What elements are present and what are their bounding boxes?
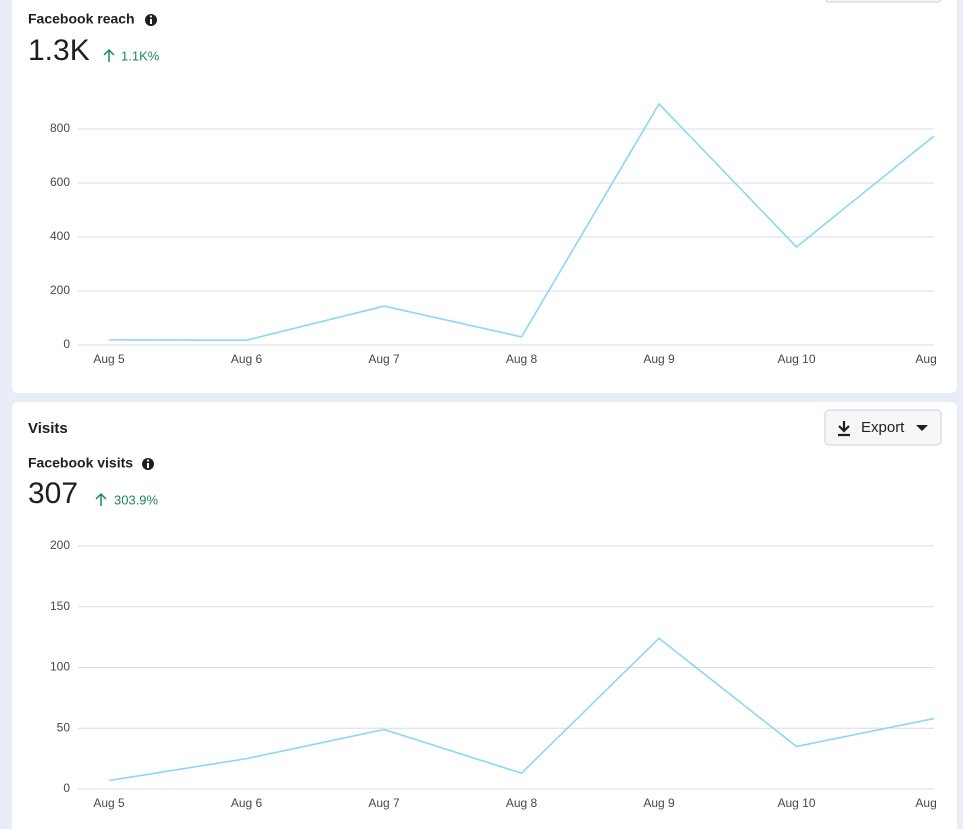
y-tick-label: 600 (50, 175, 70, 189)
metric-change: 1.1K% (121, 48, 160, 63)
x-tick-label: Aug 10 (777, 796, 815, 810)
x-tick-label: Aug 11 (915, 352, 952, 366)
y-tick-label: 400 (50, 229, 70, 243)
metric-value: 307 (28, 477, 78, 510)
export-button[interactable] (824, 0, 942, 3)
data-line (108, 637, 935, 782)
y-tick-label: 100 (50, 660, 70, 674)
x-tick-label: Aug 9 (643, 352, 675, 366)
info-icon (145, 14, 157, 26)
x-tick-label: Aug 7 (368, 796, 400, 810)
up-arrow (103, 48, 115, 62)
metric-change: 303.9% (114, 492, 159, 507)
reach-card (12, 0, 957, 393)
x-tick-label: Aug 6 (231, 796, 263, 810)
section-title: Visits (28, 420, 68, 437)
x-tick-label: Aug 11 (915, 796, 952, 810)
export-button[interactable]: Export (824, 409, 942, 446)
y-tick-label: 800 (50, 121, 70, 135)
data-line (108, 102, 935, 341)
metric-title: Facebook reach (28, 11, 135, 27)
x-tick-label: Aug 8 (506, 796, 538, 810)
charts: 0 200 400 600 800 Aug 5 Aug 6 Aug 7 Aug 8 Aug 9 Au… (50, 102, 952, 810)
y-tick-label: 0 (63, 337, 70, 351)
metric-value: 1.3K (28, 34, 90, 67)
x-tick-label: Aug 8 (506, 352, 538, 366)
y-tick-label: 200 (50, 538, 70, 552)
y-tick-label: 150 (50, 599, 70, 613)
x-tick-label: Aug 10 (777, 352, 815, 366)
x-tick-label: Aug 5 (93, 796, 125, 810)
x-tick-label: Aug 9 (643, 796, 675, 810)
info-icon (142, 458, 154, 470)
x-tick-label: Aug 5 (93, 352, 125, 366)
y-tick-label: 50 (57, 720, 71, 734)
visits-card (12, 402, 957, 829)
metric-title: Facebook visits (28, 455, 133, 471)
y-tick-label: 0 (63, 781, 70, 795)
up-arrow (95, 492, 107, 506)
y-tick-label: 200 (50, 283, 70, 297)
x-tick-label: Aug 6 (231, 352, 263, 366)
export-label[interactable]: Export (861, 419, 905, 436)
x-tick-label: Aug 7 (368, 352, 400, 366)
